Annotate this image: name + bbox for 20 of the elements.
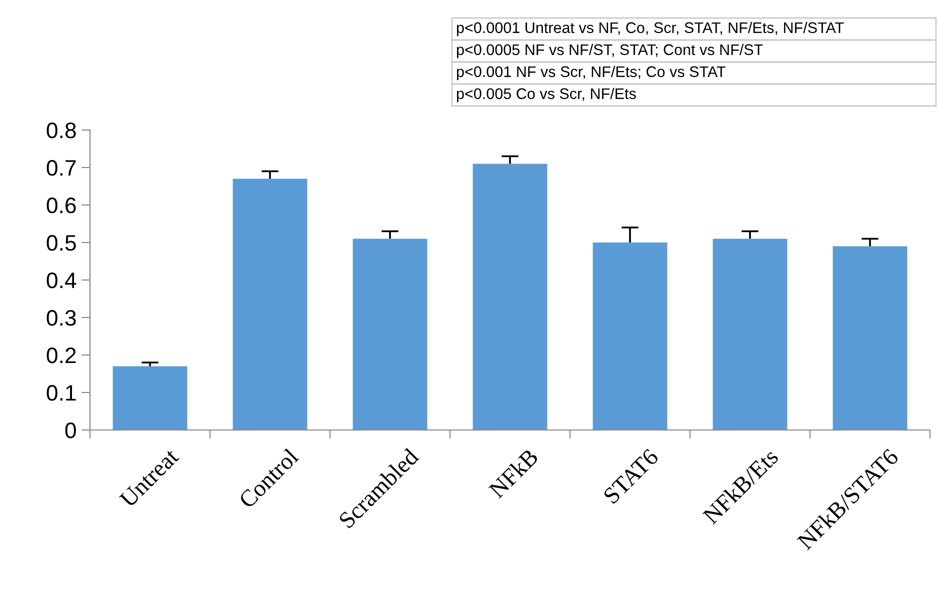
text: p<0.0001 Untreat vs NF, Co, Scr, STAT, NF/Ets, NF/STAT xyxy=(456,22,844,36)
bar xyxy=(232,178,308,430)
y-tick-label: 0.7 xyxy=(46,160,76,176)
y-tick-label: 0.6 xyxy=(46,198,76,214)
bar xyxy=(592,242,668,430)
bar xyxy=(832,246,908,430)
text: p<0.005 Co vs Scr, NF/Ets xyxy=(456,88,636,102)
y-tick-label: 0.5 xyxy=(46,235,76,251)
y-tick-label: 0.8 xyxy=(46,122,76,138)
y-tick-label: 0.3 xyxy=(46,310,76,326)
y-tick-label: 0.1 xyxy=(46,385,76,401)
bar xyxy=(712,238,788,430)
text: p<0.001 NF vs Scr, NF/Ets; Co vs STAT xyxy=(456,66,726,80)
bar xyxy=(352,238,428,430)
y-tick-label: 0.2 xyxy=(46,348,76,364)
bar xyxy=(112,366,188,430)
bar xyxy=(472,164,548,430)
y-tick-label: 0 xyxy=(65,422,76,438)
y-tick-label: 0.4 xyxy=(46,272,76,288)
text: p<0.0005 NF vs NF/ST, STAT; Cont vs NF/ST xyxy=(456,44,763,58)
